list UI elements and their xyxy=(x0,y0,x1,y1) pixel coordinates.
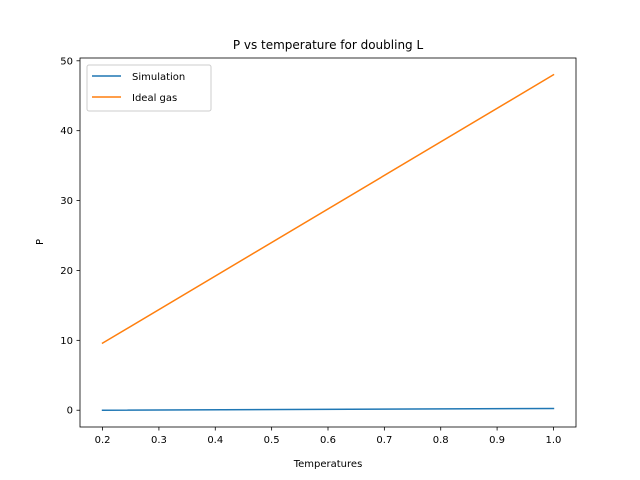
series-line-simulation xyxy=(101,407,555,411)
x-tick-label: 1.0 xyxy=(546,435,562,446)
x-tick-label: 0.2 xyxy=(95,435,111,446)
plot-frame xyxy=(79,57,577,428)
x-axis-label: Temperatures xyxy=(293,459,363,470)
x-tick-label: 0.9 xyxy=(489,435,505,446)
legend-label-ideal-gas: Ideal gas xyxy=(132,93,177,104)
x-tick-label: 0.7 xyxy=(376,435,392,446)
chart-title: P vs temperature for doubling L xyxy=(233,38,424,52)
y-tick-label: 20 xyxy=(60,266,73,277)
y-axis-ticks: 0 10 20 30 40 50 xyxy=(60,56,80,417)
legend: Simulation Ideal gas xyxy=(86,64,212,112)
series-line-ideal-gas xyxy=(101,73,555,345)
x-tick-label: 0.8 xyxy=(433,435,449,446)
y-tick-label: 10 xyxy=(60,336,73,347)
y-tick-label: 0 xyxy=(67,406,73,417)
x-axis-ticks: 0.2 0.3 0.4 0.5 0.6 0.7 0.8 0.9 1.0 xyxy=(95,427,562,446)
x-tick-label: 0.5 xyxy=(264,435,280,446)
x-tick-label: 0.6 xyxy=(320,435,336,446)
y-tick-label: 30 xyxy=(60,196,73,207)
y-axis-label: P xyxy=(35,239,46,245)
x-tick-label: 0.4 xyxy=(207,435,223,446)
x-tick-label: 0.3 xyxy=(151,435,167,446)
y-tick-label: 40 xyxy=(60,126,73,137)
y-tick-label: 50 xyxy=(60,56,73,67)
legend-label-simulation: Simulation xyxy=(132,72,185,83)
series-layer xyxy=(101,73,555,411)
